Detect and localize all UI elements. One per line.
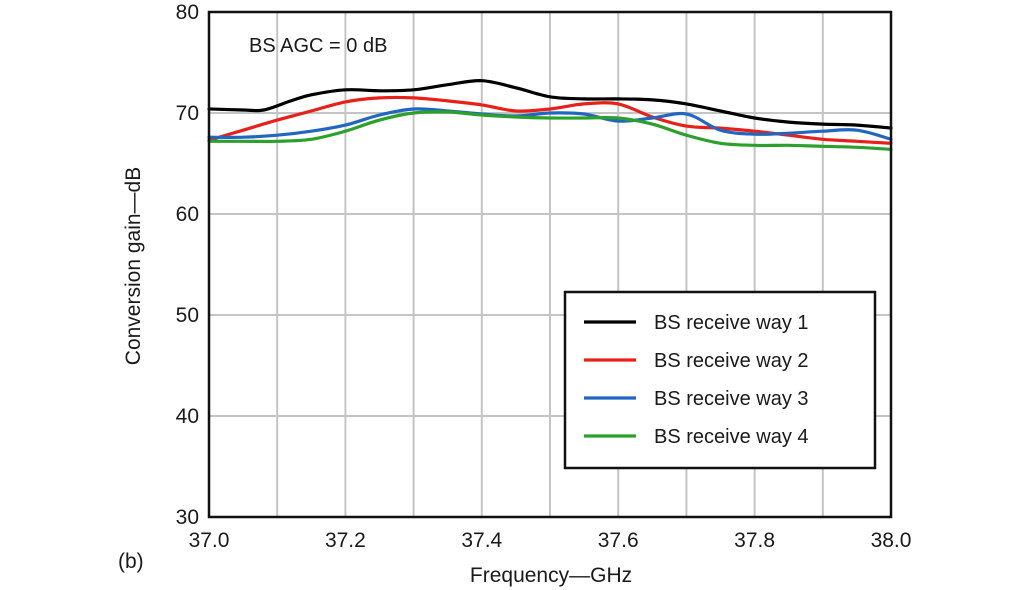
x-tick-label: 37.2 bbox=[325, 529, 366, 552]
y-axis-label: Conversion gain—dB bbox=[122, 167, 145, 365]
legend: BS receive way 1 BS receive way 2 BS recei… bbox=[563, 290, 877, 470]
y-tick-labels: 30 40 50 60 70 80 bbox=[176, 1, 199, 529]
x-axis-label: Frequency—GHz bbox=[470, 564, 632, 587]
series-line-4 bbox=[207, 110, 893, 151]
y-tick-label: 60 bbox=[176, 203, 199, 226]
y-tick-label: 50 bbox=[176, 304, 199, 327]
series-line-3 bbox=[207, 107, 893, 141]
x-tick-labels: 37.0 37.2 37.4 37.6 37.8 38.0 bbox=[189, 529, 912, 552]
legend-label-3: BS receive way 3 bbox=[654, 388, 809, 410]
y-tick-label: 70 bbox=[176, 102, 199, 125]
legend-label-4: BS receive way 4 bbox=[654, 426, 809, 448]
y-tick-label: 80 bbox=[176, 1, 199, 24]
x-tick-label: 37.4 bbox=[461, 529, 502, 552]
series-lines bbox=[207, 79, 893, 151]
y-tick-label: 30 bbox=[176, 506, 199, 529]
y-tick-label: 40 bbox=[176, 405, 199, 428]
legend-label-2: BS receive way 2 bbox=[654, 350, 809, 372]
series-line-1 bbox=[207, 79, 893, 130]
legend-box bbox=[563, 290, 877, 470]
x-tick-label: 38.0 bbox=[871, 529, 912, 552]
legend-label-1: BS receive way 1 bbox=[654, 312, 809, 334]
plot-frame bbox=[207, 10, 893, 519]
agc-annotation: BS AGC = 0 dB bbox=[249, 35, 387, 57]
x-tick-label: 37.6 bbox=[598, 529, 639, 552]
panel-label: (b) bbox=[118, 550, 144, 573]
x-tick-label: 37.8 bbox=[734, 529, 775, 552]
x-tick-label: 37.0 bbox=[189, 529, 230, 552]
